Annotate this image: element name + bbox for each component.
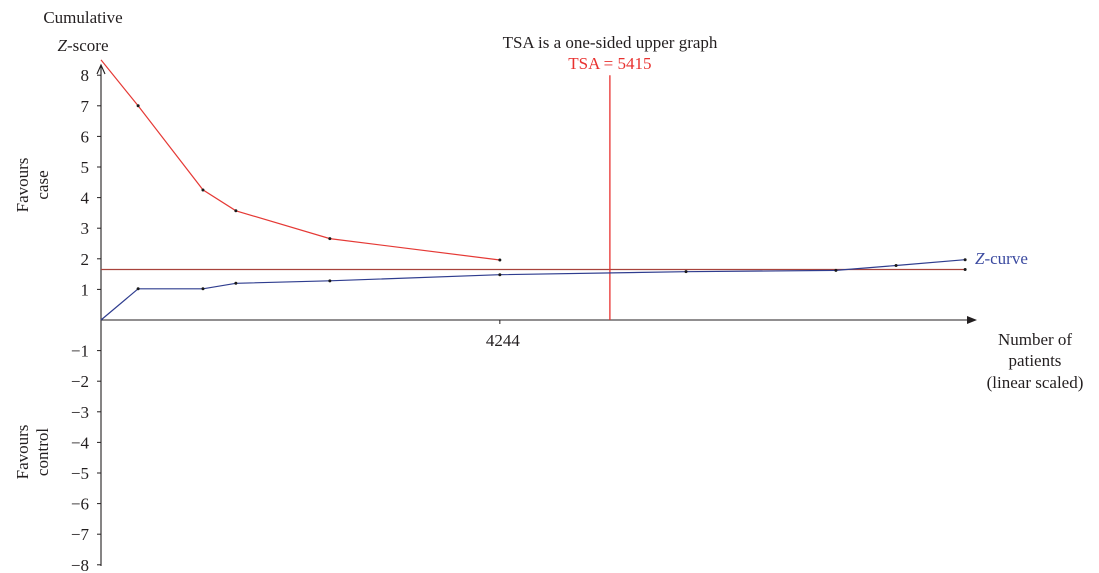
tsa-annotation-label: TSA = 5415 [568,54,651,73]
data-point [684,270,688,274]
data-point [234,281,238,285]
x-axis-arrow-icon [967,316,977,324]
data-point [498,258,502,262]
y-tick-label: −2 [71,372,89,391]
x-axis-label-line3: (linear scaled) [987,373,1084,392]
y-tick-label: −7 [71,525,90,544]
data-point [963,258,967,262]
region-favours-case: Favours case [13,158,52,213]
region-label-line2: control [33,428,52,476]
y-tick-label: −5 [71,464,89,483]
y-tick-label: 4 [81,189,90,208]
data-point [328,279,332,283]
z-curve-line [100,259,966,321]
boundary-line [100,59,500,261]
region-label-line2: case [33,170,52,199]
data-point [834,268,838,272]
data-point [201,188,205,192]
y-tick-label: 6 [81,127,90,146]
x-axis-label-line2: patients [1009,351,1062,370]
z-curve-label-rest: -curve [984,249,1027,268]
y-tick-label: −1 [71,342,89,361]
region-label-line1: Favours [13,158,32,213]
y-tick-label: −4 [71,433,90,452]
data-point [328,237,332,241]
region-label-line1: Favours [13,425,32,480]
z-curve-label: Z-curve [975,249,1028,268]
y-tick-label: 8 [81,66,90,85]
axis-ticks: 8 7 6 5 4 3 2 1 −1 −2 −3 −4 −5 −6 −7 −8 4244 [71,66,520,573]
data-point [234,209,238,213]
y-tick-label: −6 [71,495,89,514]
y-axis-label-rest: -score [67,36,109,55]
x-tick-label: 4244 [486,331,521,350]
data-point [136,287,140,291]
data-point [136,104,140,108]
data-point [894,264,898,268]
y-axis-arrow-icon [96,63,106,75]
x-axis-label-line1: Number of [998,330,1072,349]
y-tick-label: 3 [81,219,90,238]
y-tick-label: 2 [81,250,90,269]
data-point [963,268,967,272]
y-tick-label: 5 [81,158,90,177]
reference-lines [101,75,967,320]
y-axis-label-line1: Cumulative [43,8,122,27]
data-point [498,273,502,277]
z-curve-label-variable: Z [975,249,985,268]
region-favours-control: Favours control [13,425,52,480]
y-tick-label: 1 [81,280,90,299]
y-tick-label: −3 [71,403,89,422]
data-point [201,287,205,291]
y-axis-label-variable: Z [58,36,68,55]
series-group [100,59,966,321]
data-markers [136,104,967,291]
chart-title: TSA is a one-sided upper graph [503,33,718,52]
y-tick-label: −8 [71,556,89,573]
y-axis-label-line2: Z-score [58,36,109,55]
y-tick-label: 7 [81,97,90,116]
